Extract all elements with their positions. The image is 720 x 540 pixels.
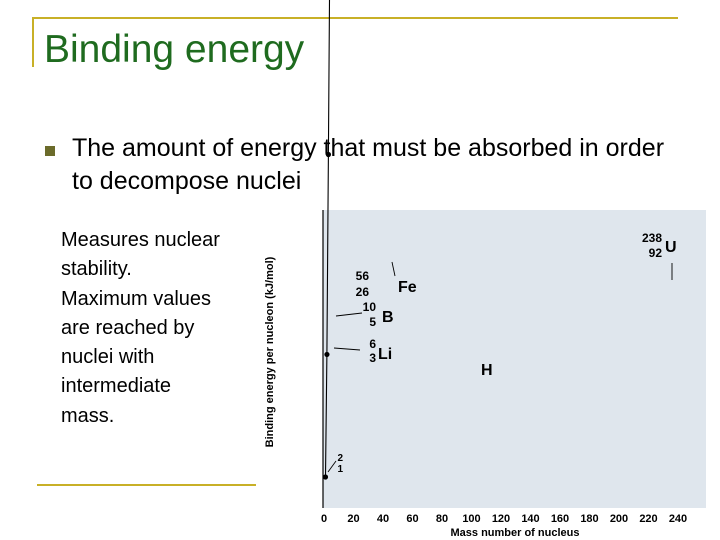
x-tick-label: 0 [321, 513, 327, 525]
x-tick-label: 80 [436, 513, 448, 525]
x-tick-label: 40 [377, 513, 389, 525]
nuclide-symbol: Fe [398, 279, 417, 296]
left-accent-line [32, 17, 34, 67]
nuclide-symbol: U [665, 239, 677, 256]
note-line: nuclei with [61, 346, 155, 369]
data-point [322, 474, 329, 480]
nuclide-atomic-number: 3 [369, 351, 376, 365]
data-point [324, 351, 330, 358]
x-tick-label: 200 [610, 513, 628, 525]
nuclide-atomic-number: 5 [369, 315, 376, 329]
x-tick-label: 160 [551, 513, 569, 525]
bottom-accent-line [37, 484, 256, 486]
x-tick-label: 100 [462, 513, 480, 525]
nuclide-mass-number: 56 [356, 269, 370, 283]
plot-area [323, 210, 706, 508]
nuclide-mass-number: 6 [369, 337, 376, 351]
slide-title: Binding energy [44, 28, 305, 71]
trend-line [324, 0, 331, 478]
nuclide-mass-number: 238 [642, 231, 662, 245]
annotation-leader-line [327, 460, 337, 473]
x-tick-label: 60 [406, 513, 418, 525]
data-point [325, 151, 332, 158]
note-line: are reached by [61, 316, 195, 339]
nuclide-mass-number: 2 [337, 453, 343, 464]
nuclide-atomic-number: 92 [649, 246, 663, 260]
x-tick-label: 180 [580, 513, 598, 525]
note-line: Maximum values [61, 287, 212, 310]
side-note: Measures nuclear stability. Maximum valu… [61, 226, 261, 431]
note-line: intermediate [61, 375, 172, 398]
nuclide-atomic-number: 1 [337, 464, 343, 475]
bullet-text: The amount of energy that must be absorb… [72, 134, 665, 195]
nuclide-symbol: Li [378, 346, 392, 363]
note-line: stability. [61, 258, 132, 281]
nuclide-mass-number: 10 [363, 300, 377, 314]
annotation-leader-line [391, 261, 396, 277]
note-line: Measures nuclear [61, 229, 220, 251]
x-tick-label: 140 [521, 513, 539, 525]
top-accent-line [32, 17, 678, 19]
annotation-leader-line [333, 347, 361, 351]
note-line: mass. [61, 404, 115, 427]
x-axis-label: Mass number of nucleus [451, 527, 580, 539]
y-axis-label: Binding energy per nucleon (kJ/mol) [264, 256, 276, 447]
bullet-marker-icon [45, 146, 55, 156]
x-tick-label: 240 [669, 513, 687, 525]
annotation-leader-line [335, 312, 363, 317]
x-tick-label: 120 [492, 513, 510, 525]
x-tick-label: 220 [639, 513, 657, 525]
nuclide-symbol: H [481, 362, 493, 379]
nuclide-atomic-number: 26 [356, 285, 370, 299]
x-tick-label: 20 [347, 513, 359, 525]
nuclide-symbol: B [382, 309, 394, 326]
